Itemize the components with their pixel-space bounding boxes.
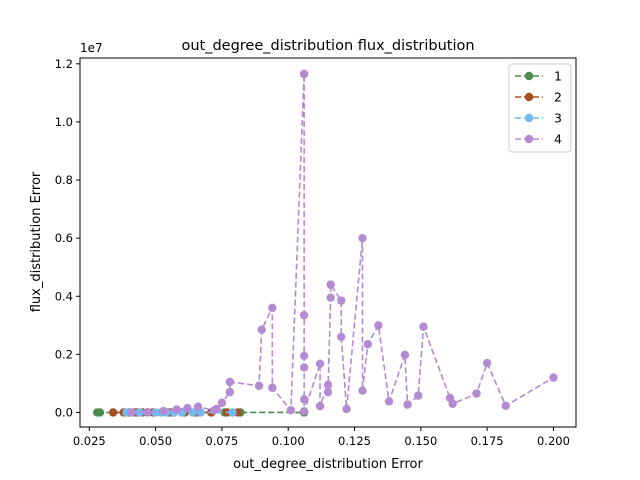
data-point-series-4 — [299, 363, 309, 372]
data-point-series-3 — [228, 408, 237, 417]
data-point-series-4 — [268, 383, 277, 392]
data-point-series-4 — [225, 387, 235, 397]
data-point-series-4 — [549, 373, 558, 382]
legend-label: 2 — [554, 90, 562, 105]
data-point-series-4 — [299, 69, 309, 79]
data-point-series-4 — [472, 389, 481, 398]
data-point-series-3 — [135, 408, 144, 417]
plot-area — [93, 69, 558, 417]
data-point-series-4 — [358, 386, 367, 395]
data-point-series-4 — [183, 403, 192, 413]
legend-item-3: 3 — [515, 111, 562, 126]
data-point-series-2 — [108, 408, 118, 417]
y-tick-label: 0.0 — [55, 405, 73, 419]
y-tick-label: 0.8 — [55, 173, 73, 187]
y-tick-label: 1.0 — [55, 115, 73, 129]
data-point-series-4 — [299, 351, 309, 361]
legend-label: 1 — [554, 69, 562, 84]
x-tick-label: 0.050 — [139, 434, 172, 448]
legend: 1 2 3 4 — [508, 63, 572, 153]
y-tick-label: 0.2 — [55, 347, 73, 361]
data-point-series-4 — [323, 387, 333, 397]
y-tick-label: 1.2 — [55, 57, 73, 71]
x-tick-label: 0.200 — [537, 434, 570, 448]
data-point-series-4 — [326, 280, 335, 289]
legend-marker — [524, 134, 534, 144]
data-point-series-4 — [384, 397, 394, 406]
data-point-series-4 — [501, 401, 510, 410]
data-point-series-4 — [413, 391, 423, 400]
data-point-series-4 — [254, 381, 264, 390]
data-point-series-4 — [257, 325, 266, 334]
data-point-series-4 — [159, 406, 168, 416]
data-point-series-4 — [337, 296, 346, 305]
data-point-series-4 — [419, 322, 428, 331]
data-point-series-4 — [448, 399, 457, 408]
x-axis-ticks: 0.025 0.050 0.075 0.100 0.125 0.150 0.175 0.200 — [73, 427, 570, 448]
legend-item-1: 1 — [515, 69, 562, 84]
x-tick-label: 0.150 — [404, 434, 437, 448]
y-axis-ticks: 0.0 0.2 0.4 0.6 0.8 1.0 1.2 — [55, 57, 80, 419]
data-point-series-4 — [326, 293, 335, 302]
data-point-series-4 — [358, 233, 367, 243]
data-point-series-4 — [363, 339, 372, 349]
x-tick-label: 0.025 — [73, 434, 106, 448]
x-tick-label: 0.100 — [272, 434, 305, 448]
x-axis-label: out_degree_distribution Error — [233, 457, 423, 472]
data-point-series-4 — [225, 377, 235, 387]
legend-item-2: 2 — [515, 90, 562, 105]
legend-marker — [524, 92, 534, 102]
data-point-series-4 — [172, 405, 182, 414]
axes-frame — [79, 57, 577, 428]
data-point-series-4 — [342, 404, 351, 414]
legend-label: 3 — [554, 111, 562, 126]
legend-box — [508, 63, 572, 153]
data-point-series-4 — [286, 405, 296, 415]
x-tick-label: 0.175 — [471, 434, 504, 448]
data-point-series-4 — [299, 407, 309, 416]
data-point-series-4 — [374, 321, 383, 330]
data-point-series-4 — [268, 303, 277, 313]
data-point-series-4 — [217, 398, 227, 408]
x-tick-label: 0.075 — [205, 434, 238, 448]
data-point-series-4 — [323, 380, 333, 390]
data-point-series-4 — [212, 404, 221, 414]
data-point-series-4 — [315, 359, 325, 368]
legend-marker — [524, 71, 534, 81]
legend-label: 4 — [554, 132, 562, 147]
data-point-series-4 — [127, 408, 136, 417]
data-point-series-4 — [143, 407, 152, 417]
legend-item-4: 4 — [515, 132, 562, 147]
y-tick-label: 0.4 — [55, 289, 73, 303]
y-axis-label: flux_distribution Error — [29, 171, 44, 312]
y-offset-text: 1e7 — [80, 41, 103, 55]
data-point-series-4 — [299, 310, 309, 320]
data-point-series-4 — [193, 402, 203, 411]
data-point-series-1 — [95, 408, 105, 417]
data-point-series-4 — [299, 395, 309, 404]
data-point-series-4 — [337, 332, 346, 342]
data-point-series-4 — [403, 400, 412, 409]
data-point-series-4 — [482, 358, 492, 368]
chart-title: out_degree_distribution flux_distributio… — [181, 38, 474, 54]
y-tick-label: 0.6 — [55, 231, 73, 245]
series-4 — [127, 69, 558, 417]
data-point-series-4 — [315, 401, 325, 411]
legend-marker — [524, 113, 534, 123]
x-tick-label: 0.125 — [338, 434, 371, 448]
data-point-series-4 — [400, 350, 410, 360]
